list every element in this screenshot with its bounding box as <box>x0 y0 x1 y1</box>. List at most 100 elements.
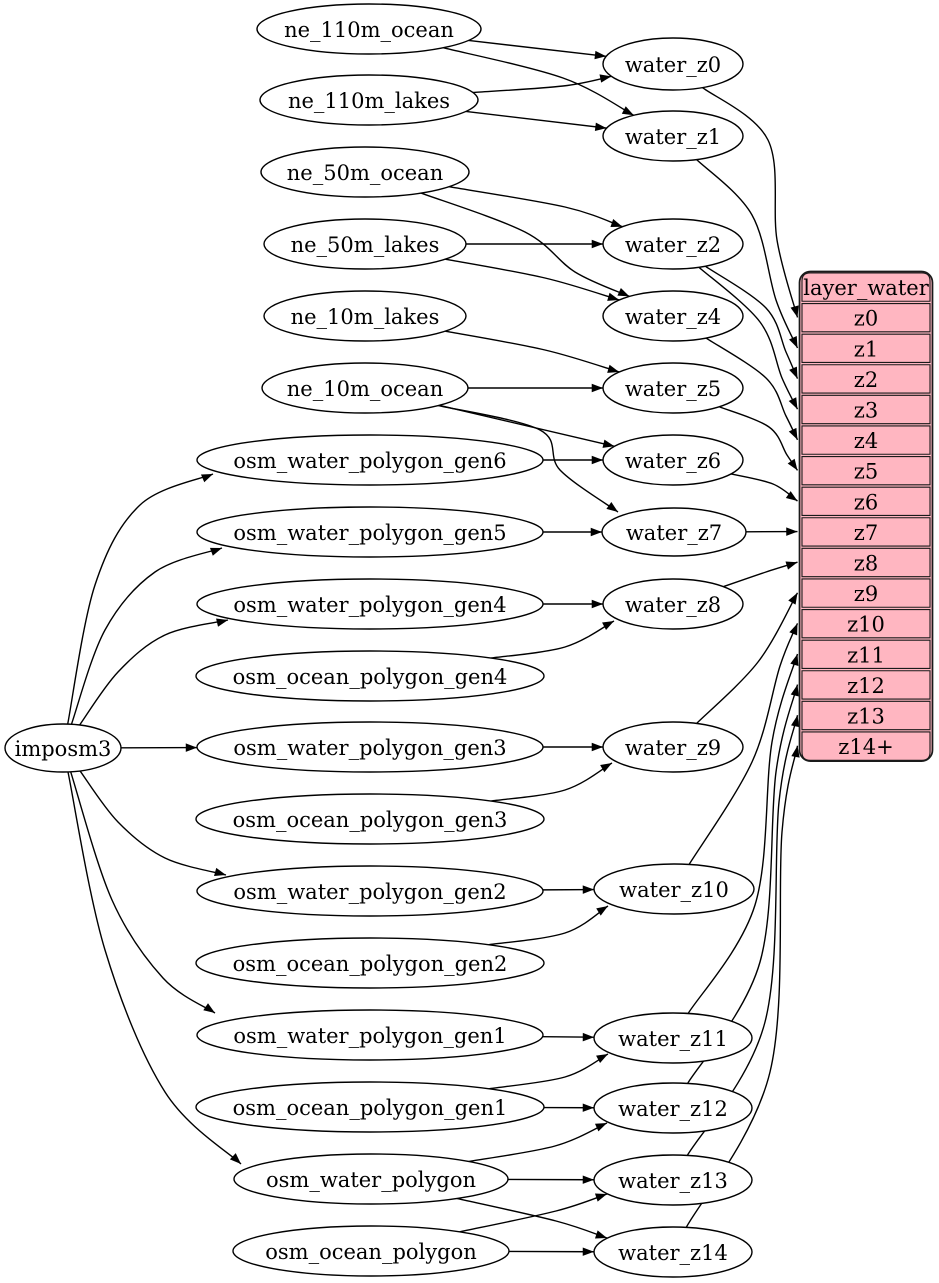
node-ellipse-ne_50m_ocean <box>260 146 470 198</box>
node-osm_ocean_polygon_gen4: osm_ocean_polygon_gen4 <box>195 650 545 702</box>
table-cell-label-z7: z7 <box>854 521 878 545</box>
node-ne_10m_lakes: ne_10m_lakes <box>263 290 467 342</box>
nodes-layer: ne_110m_ocean ne_110m_lakes ne_50m_oceanne… <box>4 3 755 1278</box>
node-label-ne_110m_lakes: ne_110m_lakes <box>288 89 450 113</box>
node-water_z10: water_z10 <box>593 863 755 915</box>
table-cell-z6 <box>801 486 931 516</box>
edge-water_z4-to-layer_water-z4 <box>705 337 799 441</box>
node-water_z2: water_z2 <box>602 218 744 270</box>
node-ne_50m_lakes: ne_50m_lakes <box>263 218 467 270</box>
node-ellipse-osm_ocean_polygon_gen2 <box>195 937 545 989</box>
node-ellipse-water_z7 <box>601 507 747 557</box>
node-ne_110m_lakes: ne_110m_lakes <box>259 74 479 126</box>
node-label-ne_10m_lakes: ne_10m_lakes <box>291 305 440 329</box>
edge-ne_50m_lakes-to-water_z4 <box>445 258 620 301</box>
node-ellipse-osm_ocean_polygon_gen1 <box>195 1081 545 1133</box>
node-ellipse-ne_10m_lakes <box>263 290 467 342</box>
node-ellipse-ne_110m_lakes <box>259 74 479 126</box>
node-ne_110m_ocean: ne_110m_ocean <box>256 3 482 55</box>
node-label-osm_water_polygon_gen4: osm_water_polygon_gen4 <box>233 593 506 617</box>
edge-imposm3-to-osm_water_polygon_gen2 <box>79 770 227 877</box>
node-ellipse-water_z11 <box>593 1012 753 1064</box>
table-cell-z1 <box>801 333 931 363</box>
table-cell-label-z13: z13 <box>847 705 885 729</box>
node-ellipse-water_z5 <box>602 362 744 414</box>
edge-imposm3-to-osm_water_polygon <box>67 771 242 1165</box>
edge-ne_110m_ocean-to-water_z1 <box>442 47 635 116</box>
edge-imposm3-to-osm_water_polygon_gen4 <box>79 618 229 726</box>
node-water_z14: water_z14 <box>593 1226 753 1278</box>
node-osm_ocean_polygon: osm_ocean_polygon <box>232 1225 510 1277</box>
node-ellipse-osm_water_polygon_gen2 <box>196 865 544 917</box>
node-water_z4: water_z4 <box>602 290 744 342</box>
node-osm_ocean_polygon_gen2: osm_ocean_polygon_gen2 <box>195 937 545 989</box>
node-label-osm_ocean_polygon_gen4: osm_ocean_polygon_gen4 <box>233 665 508 689</box>
node-label-osm_water_polygon: osm_water_polygon <box>266 1168 476 1192</box>
node-water_z13: water_z13 <box>593 1154 753 1206</box>
edge-water_z2-to-layer_water-z3 <box>698 266 799 410</box>
table-cell-label-z3: z3 <box>854 399 878 423</box>
edge-imposm3-to-osm_water_polygon_gen1 <box>70 771 216 1014</box>
table-cell-label-z2: z2 <box>854 368 878 392</box>
node-water_z8: water_z8 <box>602 578 744 630</box>
node-water_z5: water_z5 <box>602 362 744 414</box>
table-cell-label-z8: z8 <box>854 552 878 576</box>
edge-osm_ocean_polygon_gen3-to-water_z9 <box>490 762 613 802</box>
node-label-water_z11: water_z11 <box>618 1027 728 1051</box>
edge-water_z10-to-layer_water-z10 <box>688 623 799 865</box>
node-ellipse-osm_water_polygon_gen1 <box>196 1009 544 1061</box>
edge-ne_50m_ocean-to-water_z4 <box>420 192 630 298</box>
node-ellipse-ne_50m_lakes <box>263 218 467 270</box>
node-ellipse-water_z0 <box>602 37 744 91</box>
node-ellipse-osm_water_polygon_gen5 <box>196 506 544 558</box>
node-label-ne_50m_lakes: ne_50m_lakes <box>291 233 440 257</box>
node-ellipse-water_z4 <box>602 290 744 342</box>
node-ellipse-water_z6 <box>602 434 744 486</box>
node-ne_50m_ocean: ne_50m_ocean <box>260 146 470 198</box>
edge-water_z14-to-layer_water-z14plus <box>685 745 800 1228</box>
edge-ne_10m_lakes-to-water_z5 <box>445 330 620 373</box>
node-label-imposm3: imposm3 <box>15 737 112 761</box>
table-cell-label-z6: z6 <box>854 490 878 514</box>
node-label-water_z14: water_z14 <box>618 1241 728 1265</box>
node-label-water_z12: water_z12 <box>618 1097 728 1121</box>
node-water_z7: water_z7 <box>601 507 747 557</box>
table-cell-label-z12: z12 <box>847 674 885 698</box>
table-cell-z13 <box>801 700 931 731</box>
node-water_z11: water_z11 <box>593 1012 753 1064</box>
table-header-label: layer_water <box>803 276 929 300</box>
edge-ne_10m_ocean-to-water_z7 <box>438 404 619 513</box>
edge-water_z6-to-layer_water-z6 <box>730 473 798 502</box>
node-osm_ocean_polygon_gen1: osm_ocean_polygon_gen1 <box>195 1081 545 1133</box>
node-ellipse-water_z9 <box>602 721 744 773</box>
node-ellipse-water_z13 <box>593 1154 753 1206</box>
node-label-osm_water_polygon_gen3: osm_water_polygon_gen3 <box>233 736 506 760</box>
table-cell-z4 <box>801 425 931 455</box>
node-osm_water_polygon_gen1: osm_water_polygon_gen1 <box>196 1009 544 1061</box>
edge-ne_110m_ocean-to-water_z0 <box>468 39 607 60</box>
node-label-water_z8: water_z8 <box>625 593 721 617</box>
table-cell-z11 <box>801 639 931 669</box>
table-cell-label-z10: z10 <box>847 613 885 637</box>
table-cell-z5 <box>801 456 931 486</box>
node-label-osm_water_polygon_gen1: osm_water_polygon_gen1 <box>233 1024 506 1048</box>
node-label-osm_ocean_polygon_gen1: osm_ocean_polygon_gen1 <box>233 1096 508 1120</box>
node-label-water_z1: water_z1 <box>625 125 721 149</box>
node-osm_water_polygon_gen3: osm_water_polygon_gen3 <box>196 721 544 773</box>
table-cell-label-z0: z0 <box>854 307 878 331</box>
node-ellipse-water_z14 <box>593 1226 753 1278</box>
node-ellipse-osm_water_polygon_gen6 <box>196 434 544 486</box>
node-ellipse-water_z12 <box>593 1082 753 1134</box>
node-label-osm_water_polygon_gen5: osm_water_polygon_gen5 <box>233 521 506 545</box>
node-ellipse-osm_ocean_polygon_gen3 <box>195 793 545 845</box>
node-label-water_z10: water_z10 <box>619 878 729 902</box>
node-label-osm_water_polygon_gen6: osm_water_polygon_gen6 <box>233 449 506 473</box>
node-ellipse-osm_ocean_polygon_gen4 <box>195 650 545 702</box>
node-label-water_z0: water_z0 <box>625 53 721 77</box>
node-ellipse-water_z8 <box>602 578 744 630</box>
node-water_z6: water_z6 <box>602 434 744 486</box>
node-ellipse-ne_110m_ocean <box>256 3 482 55</box>
edge-ne_110m_lakes-to-water_z1 <box>465 110 607 132</box>
node-label-water_z4: water_z4 <box>625 305 721 329</box>
edge-water_z0-to-layer_water-z0 <box>702 87 799 318</box>
